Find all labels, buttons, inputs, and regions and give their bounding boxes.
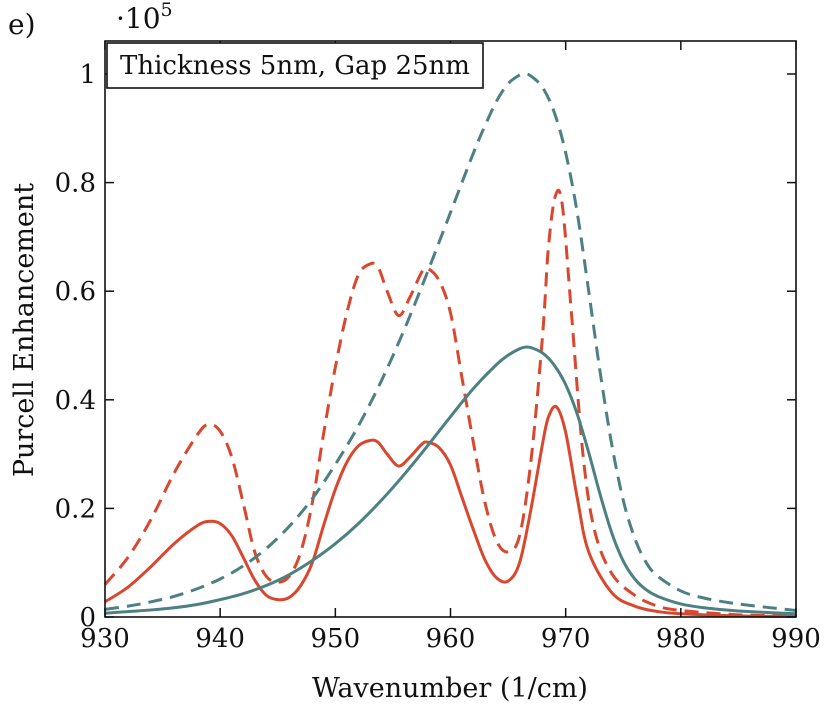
x-tick-label: 950 (311, 624, 361, 654)
series-line-red-dashed (103, 188, 797, 618)
panel-label: e) (8, 8, 36, 41)
y-tick-label: 0.2 (55, 494, 96, 524)
series-line-red-solid (104, 404, 797, 618)
x-tick-label: 970 (541, 624, 591, 654)
y-scale-factor: ·105 (116, 0, 173, 35)
legend-box (106, 42, 484, 89)
y-scale-exponent: 5 (161, 0, 173, 21)
plot-frame (104, 40, 797, 618)
y-tick-label: 1 (79, 60, 96, 90)
x-tick-label: 930 (80, 624, 130, 654)
x-axis-label: Wavenumber (1/cm) (312, 673, 588, 704)
chart-title: Thickness 5nm, Gap 25nm (120, 51, 470, 81)
series-line-teal-solid (104, 345, 797, 616)
series-line-teal-dashed (104, 72, 797, 612)
y-axis-label: Purcell Enhancement (9, 183, 40, 477)
y-tick-label: 0.6 (55, 277, 96, 307)
y-tick-label: 0.4 (55, 386, 96, 416)
y-tick-label: 0.8 (55, 169, 96, 199)
series-lines (103, 72, 797, 618)
y-tick-label: 0 (79, 603, 96, 633)
axis-ticks: 930 940 950 960 970 980 990 0 0.2 0.4 0.6 0.8 1 (55, 41, 821, 654)
x-tick-label: 960 (426, 624, 476, 654)
x-tick-label: 980 (656, 624, 706, 654)
x-tick-label: 940 (195, 624, 245, 654)
x-tick-label: 990 (771, 624, 821, 654)
y-scale-base: ·10 (116, 2, 161, 35)
